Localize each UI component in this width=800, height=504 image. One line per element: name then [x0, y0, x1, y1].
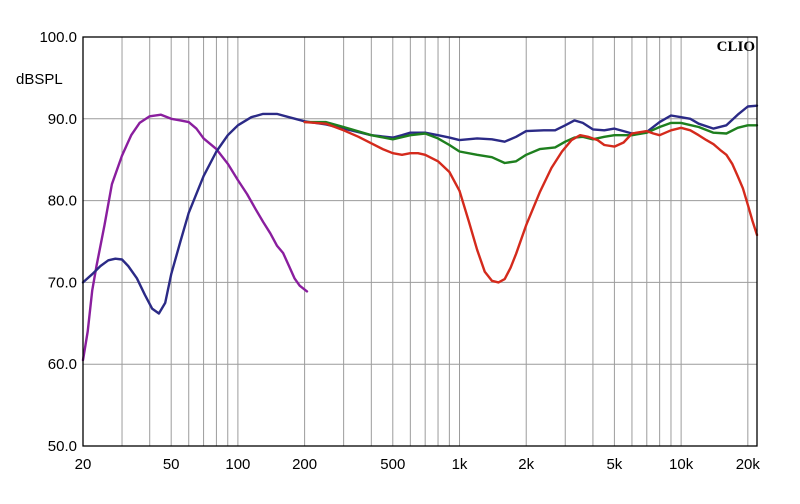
- series-line-3: [303, 120, 759, 165]
- grid: [83, 37, 757, 446]
- x-tick-label: 200: [292, 456, 317, 473]
- x-tick-label: 10k: [669, 456, 694, 473]
- series-line-2: [81, 104, 759, 315]
- plot-frame: [82, 36, 758, 447]
- x-tick-label: 20: [75, 456, 92, 473]
- y-tick-label: 80.0: [48, 193, 77, 210]
- y-tick-label: 100.0: [39, 29, 77, 46]
- x-tick-label: 500: [380, 456, 405, 473]
- series-lines: [81, 104, 759, 362]
- x-tick-labels: 20 50 100 200 500 1k 2k 5k 10k 20k: [75, 456, 761, 473]
- y-tick-label: 70.0: [48, 274, 77, 291]
- clio-brand-label: CLIO: [717, 39, 755, 55]
- x-tick-label: 50: [163, 456, 180, 473]
- y-tick-label: 50.0: [48, 438, 77, 455]
- x-tick-label: 5k: [606, 456, 622, 473]
- x-tick-label: 20k: [736, 456, 761, 473]
- x-tick-label: 100: [225, 456, 250, 473]
- x-tick-label: 1k: [452, 456, 468, 473]
- series-line-1: [81, 113, 309, 362]
- y-axis-label: dBSPL: [16, 71, 63, 88]
- y-tick-labels: 100.0 90.0 80.0 70.0 60.0 50.0: [39, 29, 77, 455]
- y-tick-label: 90.0: [48, 111, 77, 128]
- x-tick-label: 2k: [518, 456, 534, 473]
- y-tick-label: 60.0: [48, 356, 77, 373]
- series-line-4: [303, 120, 759, 284]
